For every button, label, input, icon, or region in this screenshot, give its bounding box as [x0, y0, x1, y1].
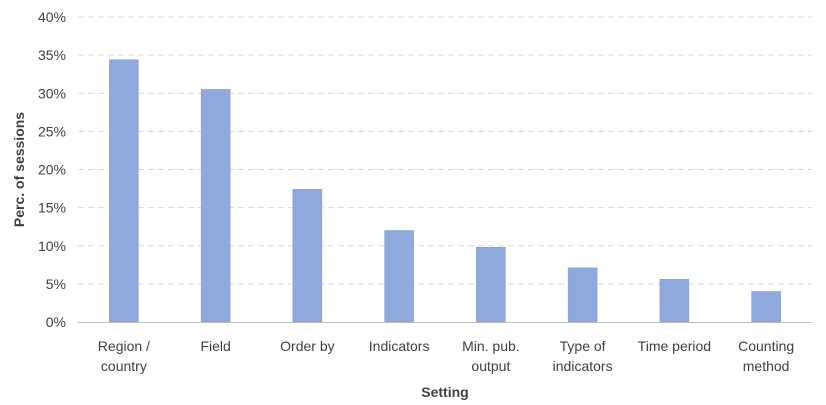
bar [384, 230, 414, 323]
bar [751, 291, 781, 323]
bar [659, 279, 690, 323]
x-tick-label: Region / country [98, 338, 150, 374]
x-axis-ticks: Region / country Field Order by Indicators Mi… [98, 338, 794, 374]
y-axis-title: Perc. of sessions [11, 112, 27, 227]
y-tick-label: 35% [38, 47, 66, 63]
bar [109, 59, 139, 323]
x-tick-label: Time period [638, 338, 711, 354]
x-tick-label: Counting method [738, 338, 794, 374]
y-tick-label: 5% [46, 276, 66, 292]
y-tick-label: 30% [38, 85, 66, 101]
x-tick-label: Min. pub. output [462, 338, 520, 374]
x-tick-label: Field [200, 338, 230, 354]
y-tick-label: 15% [38, 200, 66, 216]
x-tick-label: Type of indicators [553, 338, 613, 374]
bar [567, 267, 598, 323]
y-tick-label: 0% [46, 314, 66, 330]
x-tick-label: Order by [280, 338, 334, 354]
y-tick-label: 25% [38, 123, 66, 139]
x-axis-title: Setting [421, 384, 468, 400]
bar [292, 189, 323, 323]
x-tick-label: Indicators [369, 338, 430, 354]
y-tick-label: 40% [38, 9, 66, 25]
bar [200, 89, 231, 323]
y-axis-ticks: 0% 5% 10% 15% 20% 25% 30% 35% 40% [38, 9, 66, 330]
y-tick-label: 10% [38, 238, 66, 254]
grid-lines [78, 16, 812, 285]
bar [476, 247, 506, 323]
bars [109, 59, 781, 323]
y-tick-label: 20% [38, 162, 66, 178]
